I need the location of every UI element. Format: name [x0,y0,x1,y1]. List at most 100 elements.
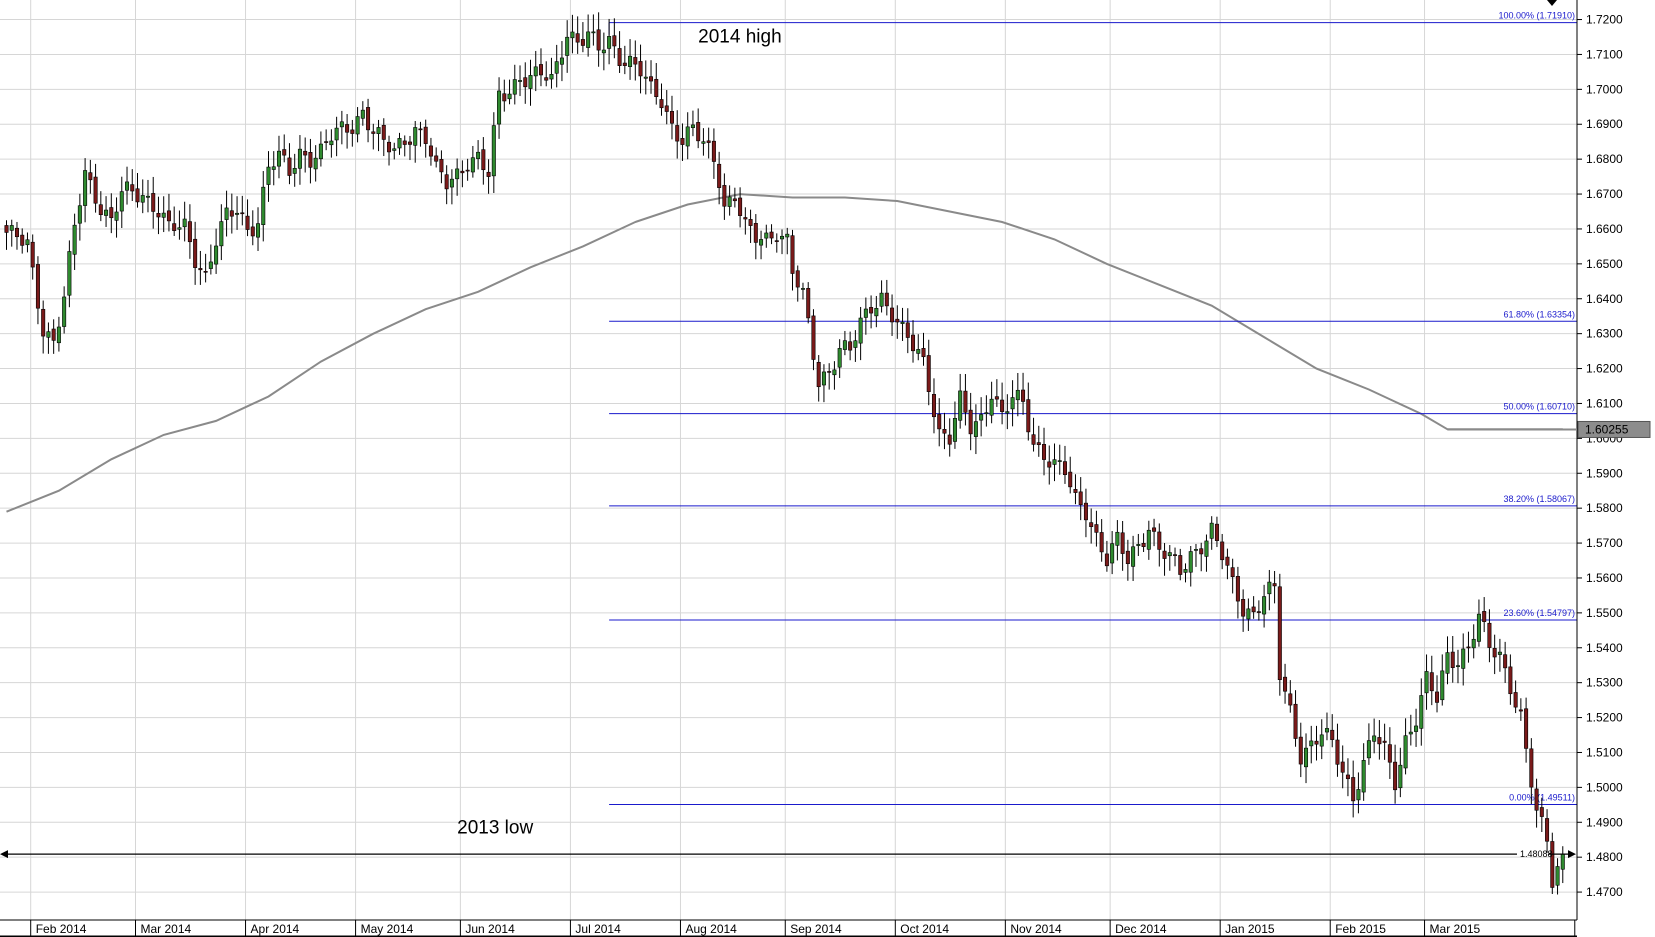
candle-bullish [355,116,360,135]
candle-bearish [1283,676,1288,692]
price-tag-box [1577,420,1651,438]
candle-bearish [1062,461,1067,475]
candle-bearish [942,429,947,434]
candle-bullish [1246,608,1251,620]
candle-bearish [1241,599,1246,617]
candle-bullish [984,412,989,415]
candle-bullish [1497,651,1502,655]
fib-level-label: 61.80% (1.63354) [1503,309,1575,319]
candle-bearish [1199,548,1204,555]
candle-bearish [848,341,853,351]
candle-bearish [387,141,392,153]
candle-bullish [1110,543,1115,564]
candle-bearish [1550,841,1555,888]
candle-bearish [1141,542,1146,547]
month-label: May 2014 [361,922,414,936]
price-tick-label: 1.5900 [1586,466,1623,480]
price-tick-label: 1.6200 [1586,362,1623,376]
candle-bearish [680,138,685,145]
candle-bullish [1005,411,1010,414]
fibonacci-levels: 100.00% (1.71910) 61.80% (1.63354) 50.00% … [608,11,1577,805]
candle-bullish [1262,596,1267,615]
candle-bearish [696,122,701,142]
candle-bearish [1503,654,1508,669]
candle-bearish [1524,708,1529,749]
candle-bullish [449,178,454,188]
candle-bullish [559,57,564,65]
candle-bearish [198,268,203,271]
candle-bearish [654,78,659,98]
candle-bullish [586,31,591,48]
candle-bullish [413,127,418,146]
candle-bullish [256,223,261,238]
candle-bearish [1021,389,1026,402]
candle-bearish [544,77,549,81]
candle-bearish [4,225,9,233]
annotations: 2014 high 2013 low [457,27,782,839]
month-label: Jun 2014 [465,922,515,936]
candle-bearish [30,241,35,268]
candle-bearish [1094,524,1099,533]
candle-bullish [549,74,554,80]
candle-bearish [669,111,674,124]
candle-bearish [345,124,350,133]
candle-bearish [35,264,40,309]
candle-bearish [1073,489,1078,493]
candle-bearish [1340,761,1345,773]
price-tick-label: 1.7000 [1586,82,1623,96]
month-label: Aug 2014 [685,922,737,936]
candle-bullish [1193,549,1198,551]
candle-bullish [1146,529,1151,550]
month-label: Jul 2014 [575,922,621,936]
candle-bearish [1026,399,1031,433]
candle-bearish [240,212,245,215]
price-tick-label: 1.6900 [1586,117,1623,131]
candle-bullish [570,31,575,39]
candle-bearish [193,238,198,268]
candle-bullish [874,308,879,317]
candle-bullish [397,138,402,149]
candle-bearish [1173,554,1178,556]
candle-bullish [114,211,119,221]
candle-bullish [329,140,334,146]
candle-bearish [1513,692,1518,708]
candle-bullish [1560,853,1565,870]
current-price-tag: 1.60255 [1447,420,1651,438]
candle-bullish [1455,665,1460,667]
candle-bullish [989,398,994,416]
low-line: 1.48088 [0,849,1576,859]
time-axis: Feb 2014 Mar 2014 Apr 2014 May 2014 Jun 2014… [0,919,1577,937]
candle-bullish [271,166,276,170]
candle-bearish [1214,523,1219,541]
candle-bearish [538,64,543,76]
candle-bearish [769,231,774,239]
grid-lines [0,0,1577,920]
scroll-marker-icon[interactable] [1547,0,1557,6]
candle-bearish [1539,807,1544,817]
candle-bullish [628,55,633,67]
candle-bullish [1324,728,1329,733]
price-tick-label: 1.4700 [1586,885,1623,899]
candle-bearish [1288,693,1293,706]
candle-bullish [297,148,302,169]
price-tick-label: 1.5100 [1586,745,1623,759]
candle-bullish [219,221,224,247]
candle-bearish [1330,729,1335,740]
price-axis: 1.4700 1.4800 1.4900 1.5000 1.5100 1.5200 1.53… [1576,0,1623,920]
candle-bullish [685,126,690,147]
candle-bullish [565,36,570,56]
candle-bearish [1089,522,1094,527]
candle-bearish [130,184,135,192]
price-tag-label: 1.60255 [1585,422,1629,436]
candle-bullish [1461,648,1466,669]
candle-bearish [911,334,916,352]
candle-bearish [895,318,900,323]
candle-bearish [1529,748,1534,788]
candle-bearish [931,394,936,418]
candle-bullish [376,127,381,134]
candle-bearish [1518,709,1523,712]
candle-bearish [381,124,386,140]
candle-bullish [1366,740,1371,759]
candle-bullish [224,207,229,220]
candle-bullish [360,109,365,119]
